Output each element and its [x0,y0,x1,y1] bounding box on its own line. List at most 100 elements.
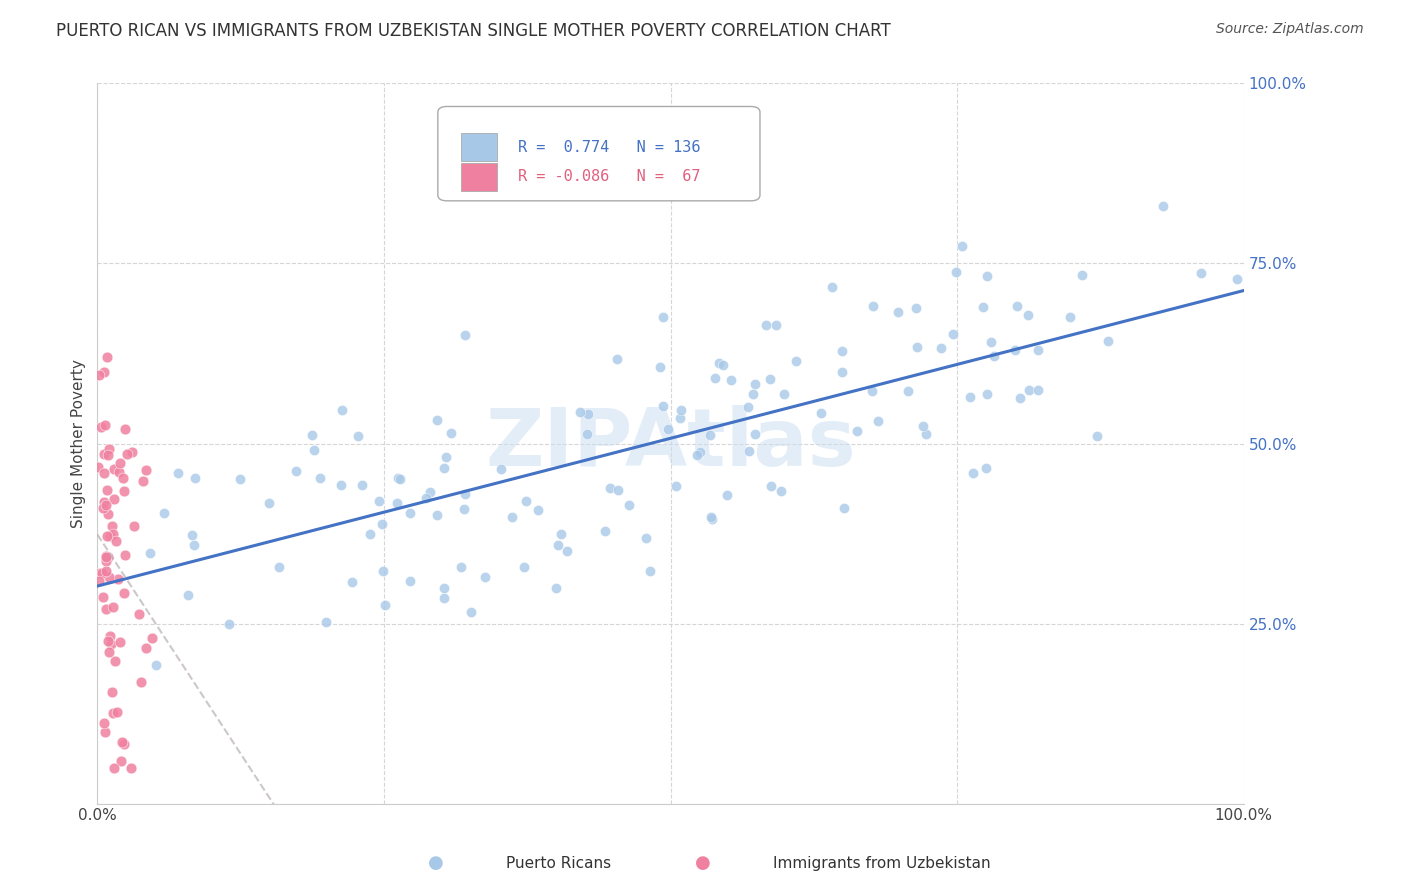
Point [1018,383,1040,397]
Point [1026,343,1049,357]
Point [652,310,675,325]
Point [107,572,129,586]
Point [720,372,742,386]
Point [546,581,568,595]
Point [131,474,153,488]
Point [101,519,124,533]
Point [648,360,671,375]
Point [1026,383,1049,397]
Point [669,411,692,425]
Point [1225,271,1247,285]
Point [929,341,952,355]
Point [453,502,475,516]
Point [640,564,662,578]
Point [93,365,115,379]
Point [785,354,807,368]
Point [433,461,456,475]
Point [91,566,114,581]
Point [810,406,832,420]
Point [860,384,883,399]
Point [129,675,152,690]
Point [700,512,723,526]
Point [905,301,928,316]
Point [685,448,707,462]
Point [96,529,118,543]
Point [330,477,353,491]
Point [1071,268,1094,282]
Point [93,495,115,509]
Point [741,387,763,401]
Point [371,516,394,531]
Point [1191,266,1213,280]
Point [101,526,124,541]
Text: Immigrants from Uzbekistan: Immigrants from Uzbekistan [773,856,991,871]
Point [301,427,323,442]
Point [93,500,115,515]
Text: ●: ● [695,855,711,872]
Point [699,428,721,442]
Point [1007,299,1029,313]
Point [135,463,157,477]
Point [114,549,136,563]
Point [905,340,928,354]
Point [439,425,461,440]
Point [593,524,616,538]
Point [97,550,120,565]
Point [821,280,844,294]
Text: Puerto Ricans: Puerto Ricans [506,856,612,871]
Point [606,352,628,367]
Point [398,574,420,589]
Point [886,304,908,318]
Point [527,503,550,517]
Point [302,442,325,457]
Point [474,570,496,584]
Point [166,466,188,480]
Point [267,560,290,574]
Point [100,637,122,651]
Point [96,483,118,497]
Point [704,371,727,385]
Point [765,318,787,333]
Point [87,574,110,588]
Point [773,387,796,401]
Point [111,471,134,485]
Point [1152,199,1174,213]
Point [759,371,782,385]
Point [599,481,621,495]
Text: PUERTO RICAN VS IMMIGRANTS FROM UZBEKISTAN SINGLE MOTHER POVERTY CORRELATION CHA: PUERTO RICAN VS IMMIGRANTS FROM UZBEKIST… [56,22,891,40]
Point [94,602,117,616]
Point [962,466,984,480]
Point [1017,308,1039,322]
Point [94,554,117,568]
Point [738,443,761,458]
Point [689,444,711,458]
Point [94,564,117,578]
Point [128,607,150,622]
Point [454,487,477,501]
Point [980,335,1002,350]
Point [770,483,793,498]
Point [385,496,408,510]
Point [761,478,783,492]
Text: Source: ZipAtlas.com: Source: ZipAtlas.com [1216,22,1364,37]
Point [121,445,143,459]
FancyBboxPatch shape [461,163,498,191]
Point [754,318,776,333]
Point [96,633,118,648]
Point [112,586,135,600]
Point [671,403,693,417]
Point [845,424,868,438]
Point [976,268,998,283]
Point [104,654,127,668]
Point [744,427,766,442]
Point [709,356,731,370]
Point [138,546,160,560]
Point [117,447,139,461]
Point [636,531,658,545]
Point [96,549,118,564]
Point [569,405,592,419]
Point [831,344,853,359]
Point [97,645,120,659]
Point [607,483,630,497]
Point [368,494,391,508]
